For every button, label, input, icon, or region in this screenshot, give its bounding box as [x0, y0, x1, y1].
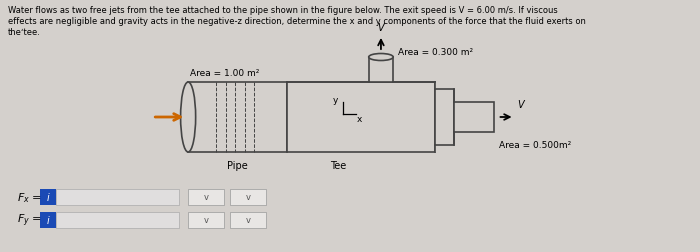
Text: Area = 1.00 m²: Area = 1.00 m² [190, 69, 260, 78]
Ellipse shape [181, 83, 195, 152]
Text: Area = 0.300 m²: Area = 0.300 m² [398, 48, 473, 57]
Text: Pipe: Pipe [227, 160, 248, 170]
Text: x: x [356, 114, 362, 123]
Bar [188, 189, 224, 205]
Bar [57, 212, 178, 228]
Bar [369, 58, 393, 83]
Text: $F_y$ =: $F_y$ = [17, 212, 42, 228]
Bar [230, 212, 266, 228]
Bar [188, 83, 287, 152]
Bar [188, 212, 224, 228]
Bar [57, 189, 178, 205]
Text: v: v [204, 193, 209, 202]
Bar [39, 189, 57, 205]
Bar [454, 103, 494, 133]
Text: V: V [517, 100, 524, 110]
Ellipse shape [369, 54, 393, 61]
Text: theʻtee.: theʻtee. [8, 28, 41, 37]
Text: effects are negligible and gravity acts in the negative-z direction, determine t: effects are negligible and gravity acts … [8, 17, 585, 26]
Text: v: v [246, 216, 251, 225]
Text: Area = 0.500m²: Area = 0.500m² [498, 140, 570, 149]
Text: v: v [204, 216, 209, 225]
Text: V: V [377, 23, 384, 33]
Text: y: y [333, 96, 339, 105]
Bar [435, 90, 454, 145]
Bar [287, 83, 435, 152]
Text: Water flows as two free jets from the tee attached to the pipe shown in the figu: Water flows as two free jets from the te… [8, 6, 557, 15]
Text: $F_x$ =: $F_x$ = [17, 190, 42, 204]
Text: i: i [47, 215, 49, 225]
Text: Tee: Tee [330, 160, 346, 170]
Text: v: v [246, 193, 251, 202]
Text: i: i [47, 192, 49, 202]
Bar [230, 189, 266, 205]
Bar [39, 212, 57, 228]
